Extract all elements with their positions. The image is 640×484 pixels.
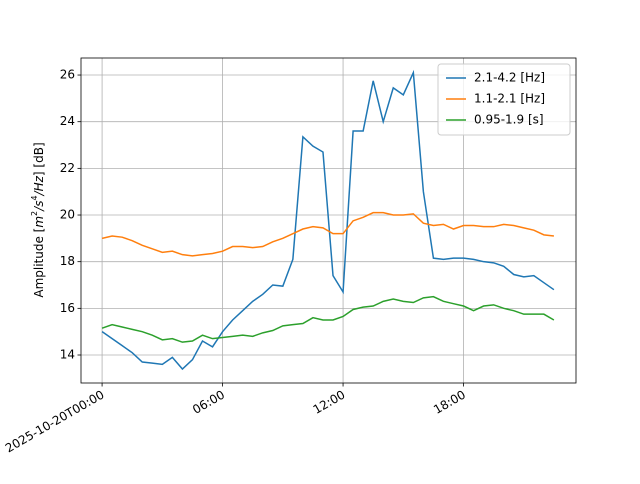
y-label-part: 2 [30, 211, 39, 216]
legend-label: 0.95-1.9 [s] [474, 113, 544, 127]
y-tick-label: 26 [60, 68, 75, 82]
legend-box [437, 63, 571, 136]
y-tick-label: 24 [60, 114, 75, 128]
y-axis-label: Amplitude [m2/s4/Hz] [dB] [30, 142, 46, 297]
y-tick-label: 20 [60, 208, 75, 222]
y-tick-label: 14 [60, 348, 75, 362]
y-label-part: Amplitude [ [32, 228, 46, 298]
grid [81, 58, 576, 383]
legend-label: 2.1-4.2 [Hz] [474, 71, 545, 85]
y-label-part: m [32, 216, 46, 228]
series-line [101, 69, 555, 371]
y-tick-label: 18 [60, 254, 75, 268]
y-tick-label: 22 [60, 161, 75, 175]
y-label-part: /s [32, 201, 46, 212]
lines [101, 69, 555, 371]
axes-frame [80, 57, 577, 384]
y-label-part: ] [dB] [32, 142, 46, 176]
legend: 2.1-4.2 [Hz] 1.1-2.1 [Hz] 0.95-1.9 [s] [437, 63, 571, 136]
y-label-part: /Hz [32, 175, 46, 196]
y-tick-label: 16 [60, 301, 75, 315]
y-label-part: 4 [30, 195, 39, 200]
series-line [101, 211, 554, 257]
series-line [101, 295, 555, 343]
legend-label: 1.1-2.1 [Hz] [474, 92, 545, 106]
